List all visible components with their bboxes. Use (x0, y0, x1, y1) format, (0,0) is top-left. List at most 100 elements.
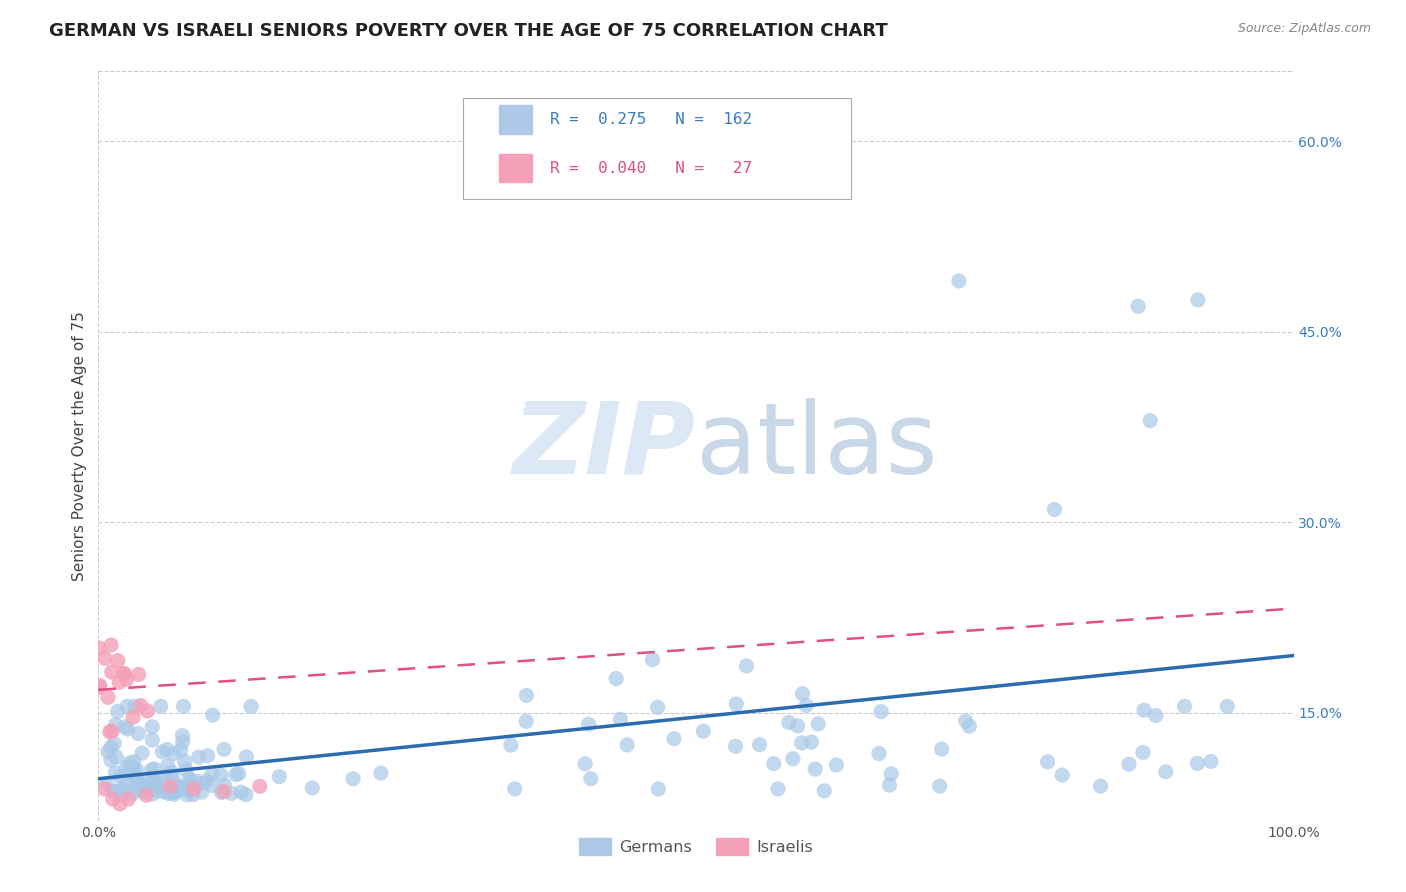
Point (156, 742, 179, 756)
Point (1128, 299, 1150, 313)
Point (112, 666, 135, 681)
Point (807, 717, 830, 731)
Point (124, 699, 146, 714)
Point (101, 792, 124, 806)
Point (125, 773, 148, 788)
Point (117, 722, 139, 736)
Point (1139, 414, 1161, 428)
Point (231, 785, 253, 799)
Point (170, 781, 193, 796)
Point (97, 690, 120, 705)
Point (180, 774, 202, 789)
Point (228, 766, 250, 780)
Point (100, 753, 122, 767)
Point (1144, 708, 1167, 723)
Point (794, 698, 817, 713)
Point (183, 781, 205, 796)
Point (89, 641, 111, 656)
Point (115, 783, 138, 797)
Point (1133, 703, 1156, 717)
Point (235, 788, 257, 802)
Point (94, 777, 117, 791)
Point (1090, 779, 1112, 793)
Point (800, 735, 823, 749)
Point (782, 752, 804, 766)
Point (162, 747, 184, 761)
Point (98, 724, 121, 739)
Point (150, 775, 173, 789)
Point (162, 785, 184, 799)
Point (880, 767, 903, 781)
Point (172, 734, 194, 748)
Point (149, 699, 172, 714)
Point (174, 763, 197, 777)
Point (121, 768, 143, 782)
Text: ZIP: ZIP (513, 398, 696, 494)
Point (172, 699, 194, 714)
Point (112, 666, 135, 681)
Point (105, 784, 128, 798)
Point (105, 750, 128, 764)
Point (136, 704, 159, 718)
Point (114, 779, 136, 793)
Point (107, 654, 129, 668)
Point (170, 743, 193, 757)
Point (122, 755, 145, 769)
Point (115, 699, 138, 714)
Point (515, 689, 537, 703)
Point (786, 719, 808, 733)
Point (184, 774, 207, 789)
Point (201, 708, 224, 723)
Point (813, 784, 835, 798)
Point (141, 787, 163, 801)
Point (114, 720, 136, 734)
Point (141, 774, 163, 789)
Point (141, 763, 163, 777)
Point (176, 788, 198, 802)
Point (172, 729, 194, 743)
Point (128, 777, 150, 791)
Point (579, 772, 602, 786)
Point (143, 762, 166, 776)
Point (778, 715, 800, 730)
Point (928, 779, 950, 793)
Point (141, 733, 163, 747)
Text: GERMAN VS ISRAELI SENIORS POVERTY OVER THE AGE OF 75 CORRELATION CHART: GERMAN VS ISRAELI SENIORS POVERTY OVER T… (49, 22, 889, 40)
Point (662, 731, 685, 746)
Y-axis label: Seniors Poverty Over the Age of 75: Seniors Poverty Over the Age of 75 (72, 311, 87, 581)
Point (101, 784, 124, 798)
Point (879, 778, 901, 792)
Point (616, 738, 638, 752)
Point (135, 789, 157, 803)
Point (121, 764, 143, 779)
Point (235, 749, 257, 764)
Point (766, 781, 789, 796)
Point (948, 274, 970, 288)
Point (187, 750, 209, 764)
Point (122, 761, 145, 775)
Point (955, 714, 977, 728)
Point (225, 767, 247, 781)
Point (1187, 756, 1209, 771)
Point (762, 756, 785, 771)
Point (89, 679, 111, 693)
Point (104, 766, 127, 780)
Point (1216, 699, 1239, 714)
Point (578, 717, 600, 731)
Point (179, 772, 201, 786)
Point (641, 653, 664, 667)
Point (108, 770, 131, 784)
Point (141, 776, 163, 790)
Point (131, 746, 153, 760)
Point (127, 779, 149, 793)
Point (100, 665, 122, 680)
Point (108, 797, 131, 811)
Point (117, 792, 139, 806)
Point (790, 736, 813, 750)
Point (142, 781, 165, 796)
Point (825, 758, 848, 772)
Point (870, 705, 893, 719)
Point (735, 658, 758, 673)
Point (115, 672, 138, 686)
Point (724, 739, 747, 754)
